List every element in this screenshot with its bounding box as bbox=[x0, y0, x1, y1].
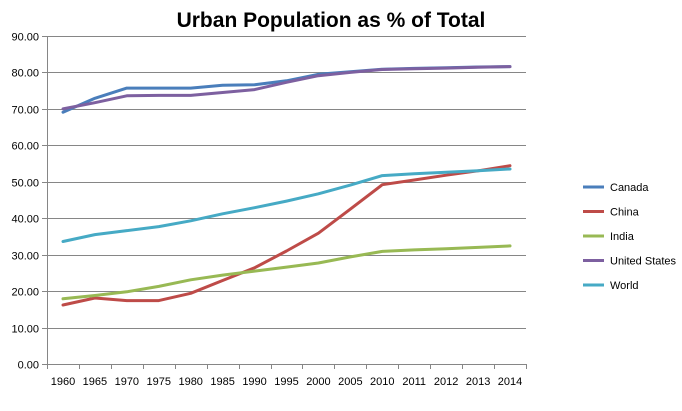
legend-item-canada: Canada bbox=[583, 182, 649, 194]
series-line-india bbox=[61, 244, 512, 301]
series-china bbox=[61, 164, 512, 307]
x-tick-label: 1970 bbox=[115, 376, 139, 388]
x-tick-label: 1965 bbox=[83, 376, 107, 388]
series-line-china bbox=[61, 164, 512, 307]
legend-label-united-states: United States bbox=[610, 256, 677, 268]
y-tick-label: 40.00 bbox=[11, 214, 39, 226]
x-tick-label: 1960 bbox=[51, 376, 75, 388]
x-tick-label: 1985 bbox=[210, 376, 234, 388]
x-tick-label: 2013 bbox=[466, 376, 490, 388]
x-tick-label: 1980 bbox=[178, 376, 202, 388]
y-tick-label: 90.00 bbox=[11, 32, 39, 44]
x-tick-label: 2014 bbox=[498, 376, 522, 388]
axes bbox=[42, 36, 527, 369]
x-axis-tick-labels: 1960 1965 1970 1975 1980 1985 1990 1995 2000 2005… bbox=[51, 376, 523, 388]
series-lines bbox=[61, 65, 512, 307]
legend-item-india: India bbox=[583, 231, 635, 243]
y-tick-label: 50.00 bbox=[11, 178, 39, 190]
x-tick-label: 2005 bbox=[338, 376, 362, 388]
legend-label-world: World bbox=[610, 280, 639, 292]
x-tick-label: 2010 bbox=[370, 376, 394, 388]
series-united-states bbox=[61, 65, 512, 111]
series-india bbox=[61, 244, 512, 301]
series-line-canada bbox=[61, 65, 512, 114]
y-tick-label: 30.00 bbox=[11, 251, 39, 263]
legend-label-india: India bbox=[610, 231, 635, 243]
legend-item-world: World bbox=[583, 280, 639, 292]
x-tick-label: 2012 bbox=[434, 376, 458, 388]
y-tick-label: 60.00 bbox=[11, 141, 39, 153]
x-tick-label: 1990 bbox=[242, 376, 266, 388]
x-tick-label: 2000 bbox=[306, 376, 330, 388]
series-line-united-states bbox=[61, 65, 512, 111]
x-tick-label: 2011 bbox=[402, 376, 426, 388]
y-tick-label: 20.00 bbox=[11, 287, 39, 299]
y-tick-label: 0.00 bbox=[18, 360, 39, 372]
legend-label-china: China bbox=[610, 207, 640, 219]
series-line-world bbox=[61, 167, 512, 243]
legend-label-canada: Canada bbox=[610, 182, 649, 194]
x-tick-label: 1975 bbox=[147, 376, 171, 388]
x-tick-label: 1995 bbox=[274, 376, 298, 388]
series-world bbox=[61, 167, 512, 243]
legend-item-china: China bbox=[583, 207, 640, 219]
y-tick-label: 80.00 bbox=[11, 68, 39, 80]
legend-item-united-states: United States bbox=[583, 256, 677, 268]
y-tick-label: 10.00 bbox=[11, 324, 39, 336]
legend: Canada China India United States World bbox=[583, 182, 677, 292]
y-tick-label: 70.00 bbox=[11, 105, 39, 117]
chart-title: Urban Population as % of Total bbox=[177, 9, 486, 32]
y-axis-tick-labels: 0.00 10.00 20.00 30.00 40.00 50.00 60.00 70.00 8… bbox=[11, 32, 39, 372]
